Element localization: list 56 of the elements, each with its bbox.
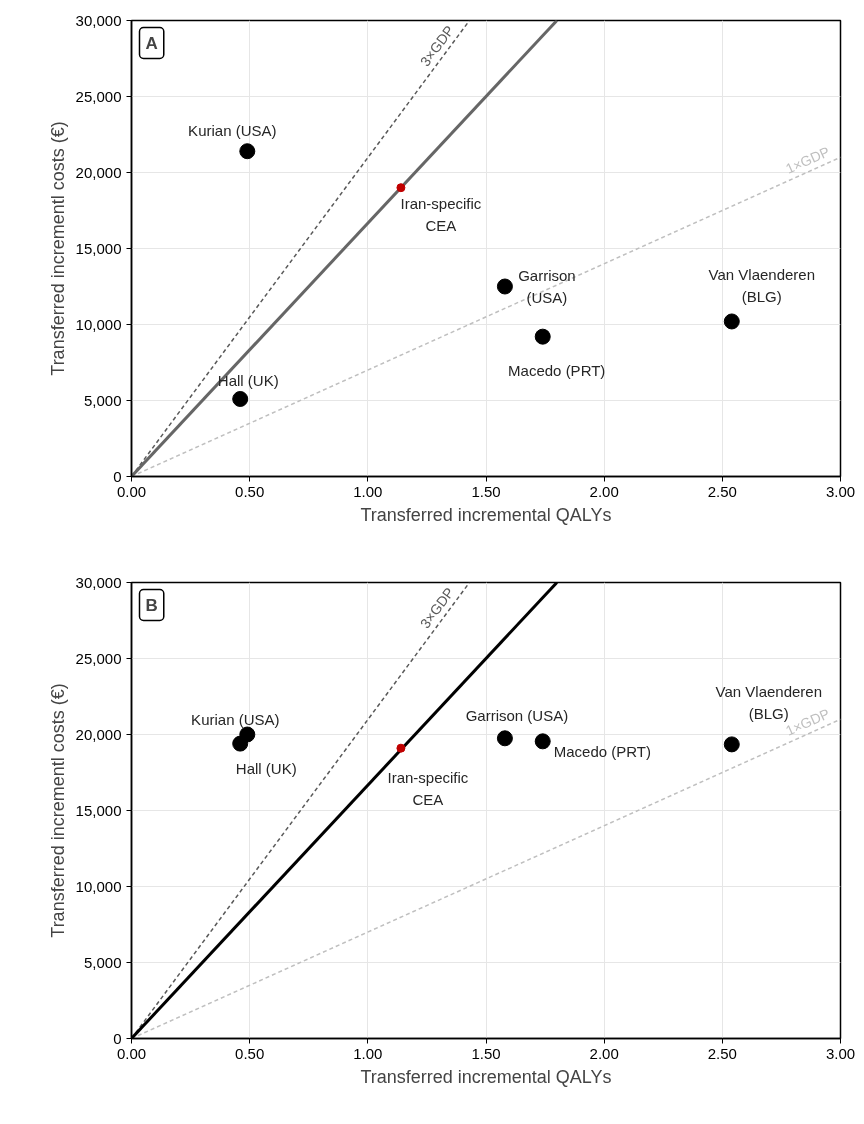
annotation: Garrison (USA) (465, 706, 569, 724)
x-tick-label: 1.00 (353, 482, 383, 500)
x-tick-label: 1.50 (471, 1044, 501, 1062)
annotation: Hall (UK) (235, 760, 297, 778)
annotation: Hall (UK) (217, 371, 279, 389)
x-tick-label: 0.50 (235, 482, 265, 500)
point (723, 313, 740, 330)
y-tick-label: 10,000 (75, 877, 122, 895)
annotation: Kurian (USA) (191, 711, 280, 728)
point (396, 183, 406, 193)
point (232, 735, 249, 752)
x-tick-label: 2.50 (707, 482, 737, 500)
y-tick-label: 30,000 (75, 573, 122, 591)
x-tick-label: 3.00 (825, 1044, 856, 1062)
y-tick-label: 20,000 (75, 725, 122, 743)
y-tick-label: 10,000 (75, 315, 122, 333)
annotation: Iran-specific CEA (400, 195, 482, 235)
y-axis-title: Transferred incrementl costs (€) (47, 683, 68, 938)
x-axis-title: Transferred incremental QALYs (360, 504, 612, 525)
y-tick-label: 30,000 (75, 11, 122, 29)
point (232, 390, 249, 407)
annotation: A (145, 33, 158, 53)
annotation: Kurian (USA) (188, 122, 277, 140)
y-tick-label: 15,000 (75, 801, 122, 819)
x-axis-title: Transferred incremental QALYs (360, 1066, 612, 1087)
point (534, 733, 551, 750)
point (723, 736, 740, 753)
y-tick-label: 20,000 (75, 163, 122, 181)
y-tick-label: 0 (113, 467, 122, 485)
y-axis-title: Transferred incrementl costs (€) (47, 121, 68, 376)
y-tick-label: 5,000 (83, 953, 122, 971)
y-tick-label: 5,000 (83, 391, 122, 409)
annotation: Iran-specific CEA (387, 768, 469, 808)
x-tick-label: 0.00 (116, 1044, 147, 1062)
x-tick-label: 1.00 (353, 1044, 383, 1062)
y-tick-label: 0 (113, 1029, 122, 1047)
y-tick-label: 25,000 (75, 87, 122, 105)
y-tick-label: 25,000 (75, 649, 122, 667)
point (496, 278, 513, 295)
x-tick-label: 0.00 (116, 482, 147, 500)
point (396, 743, 406, 753)
annotation: Garrison (USA) (518, 266, 576, 307)
x-tick-label: 1.50 (471, 482, 501, 500)
x-tick-label: 2.00 (589, 1044, 619, 1062)
x-tick-label: 0.50 (235, 1044, 265, 1062)
point (496, 730, 513, 747)
annotation: Van Vlaenderen (BLG) (708, 265, 816, 306)
annotation: Macedo (PRT) (553, 742, 651, 760)
y-tick-label: 15,000 (75, 239, 122, 257)
point (239, 143, 256, 160)
point (534, 328, 551, 345)
x-tick-label: 3.00 (825, 482, 856, 500)
x-tick-label: 2.50 (707, 1044, 737, 1062)
x-tick-label: 2.00 (589, 482, 619, 500)
annotation: Macedo (PRT) (508, 362, 606, 380)
annotation: B (145, 595, 158, 615)
